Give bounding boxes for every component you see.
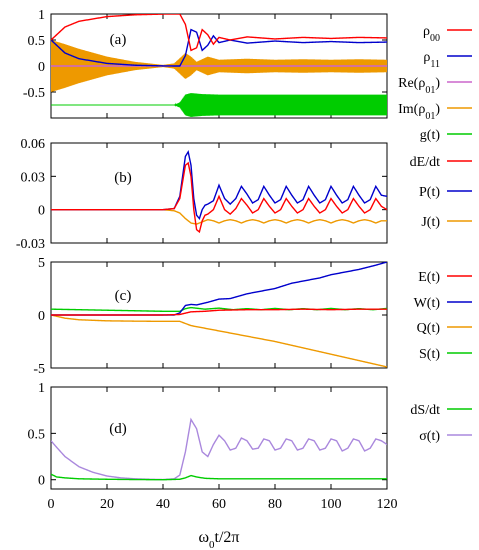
y-tick-label: -0.03 bbox=[16, 237, 45, 252]
series-line-g(t) bbox=[51, 93, 387, 117]
y-tick-label: 0 bbox=[38, 60, 45, 75]
y-tick-label: 0 bbox=[38, 309, 45, 324]
legend-label: J(t) bbox=[421, 215, 440, 230]
y-tick-label: 1 bbox=[38, 8, 45, 23]
y-tick-label: -5 bbox=[33, 362, 45, 377]
x-tick-label: 80 bbox=[268, 497, 282, 512]
series-line-S(t) bbox=[51, 306, 387, 312]
series-line-J(t) bbox=[51, 208, 387, 225]
y-tick-label: -0.5 bbox=[23, 86, 45, 101]
y-tick-label: 5 bbox=[38, 256, 45, 271]
y-tick-label: 1 bbox=[38, 381, 45, 396]
legend-label: E(t) bbox=[418, 270, 440, 285]
plot-area bbox=[51, 14, 387, 117]
legend-label: ρ00 bbox=[423, 24, 440, 44]
x-tick-label: 100 bbox=[321, 497, 342, 512]
series-line-ρ11 bbox=[51, 28, 387, 67]
y-tick-label: 0 bbox=[38, 474, 45, 489]
panel-label: (a) bbox=[110, 32, 127, 48]
plot-frame bbox=[50, 386, 388, 490]
series-line-E(t) bbox=[51, 308, 387, 316]
panel-d: 0 0.5 1 0 20 40 60 80 100 120 ω0t/2π (d) dS/dt σ(t) bbox=[28, 381, 472, 550]
panel-label: (b) bbox=[114, 170, 132, 186]
x-tick-label: 120 bbox=[377, 497, 398, 512]
panel-label: (c) bbox=[115, 288, 132, 304]
series-line-W(t) bbox=[51, 262, 387, 316]
panel-a: -0.5 0 0.5 1 (a) ρ00 ρ11 Re(ρ01) Im(ρ01) g(t) bbox=[23, 8, 472, 143]
legend-label: dE/dt bbox=[410, 155, 440, 170]
x-axis-label: ω0t/2π bbox=[199, 529, 240, 550]
legend-label: g(t) bbox=[420, 128, 441, 143]
panel-b: -0.03 0 0.03 0.06 (b) dE/dt P(t) J(t) bbox=[16, 137, 472, 252]
legend-label: dS/dt bbox=[410, 403, 440, 418]
legend-label: Q(t) bbox=[417, 321, 441, 336]
series-line-dS/dt bbox=[51, 473, 387, 481]
plot-area bbox=[51, 150, 387, 234]
y-tick-label: 0.5 bbox=[28, 427, 46, 442]
series-line-P(t) bbox=[51, 150, 387, 220]
plot-area bbox=[51, 417, 387, 481]
plot-frame bbox=[50, 142, 388, 244]
legend-label: Re(ρ01) bbox=[398, 76, 440, 96]
legend-label: P(t) bbox=[419, 185, 440, 200]
legend-label: S(t) bbox=[419, 347, 440, 362]
legend-label: ρ11 bbox=[423, 50, 440, 70]
x-tick-label: 20 bbox=[100, 497, 114, 512]
y-tick-label: 0 bbox=[38, 204, 45, 219]
x-tick-label: 40 bbox=[156, 497, 170, 512]
y-tick-label: 0.5 bbox=[28, 34, 46, 49]
y-tick-label: 0.03 bbox=[21, 170, 46, 185]
series-line-dE/dt bbox=[51, 161, 387, 234]
series-line-Q(t) bbox=[51, 314, 387, 368]
series-line-σ(t) bbox=[51, 417, 387, 481]
panel-label: (d) bbox=[109, 421, 127, 437]
panel-c: -5 0 5 (c) E(t) W(t) Q(t) S(t) bbox=[33, 256, 472, 377]
y-tick-label: 0.06 bbox=[21, 137, 46, 152]
plot-area bbox=[51, 262, 387, 368]
x-tick-label: 60 bbox=[212, 497, 226, 512]
series-line-Im(ρ01) bbox=[51, 39, 387, 92]
legend-label: W(t) bbox=[414, 296, 441, 311]
series-line-ρ00 bbox=[51, 14, 387, 52]
legend-label: σ(t) bbox=[419, 429, 440, 444]
legend-label: Im(ρ01) bbox=[398, 102, 440, 122]
x-tick-label: 0 bbox=[48, 497, 55, 512]
